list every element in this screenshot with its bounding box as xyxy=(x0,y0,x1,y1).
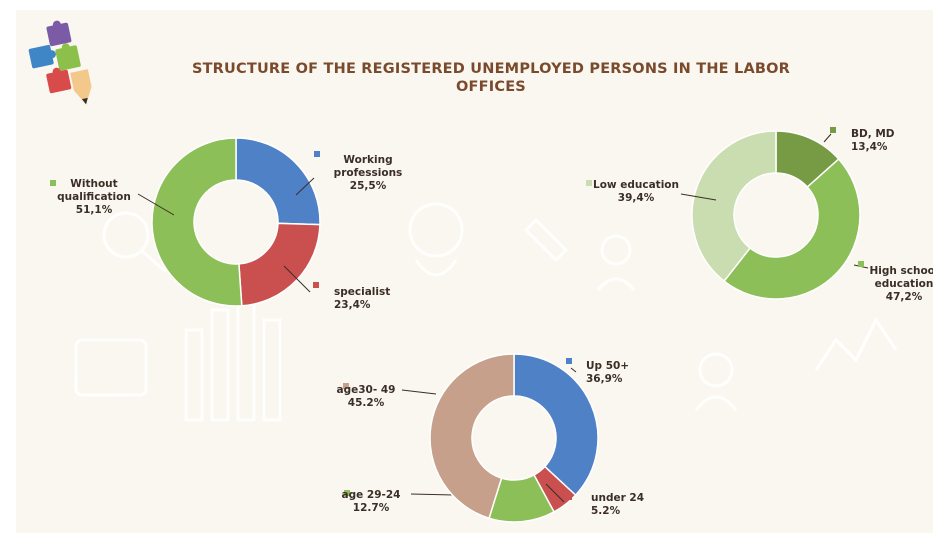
label-line: 36,9% xyxy=(586,373,623,385)
label-high-school-education: High school education 47,2% xyxy=(869,265,933,303)
donut-chart-3: Up 50+ 36,9%under 24 5.2%age 29-24 12.7%age… xyxy=(337,353,644,523)
label-line: age30- 49 xyxy=(337,384,396,396)
legend-swatch-specialist xyxy=(313,282,319,288)
chart-title: STRUCTURE OF THE REGISTERED UNEMPLOYED P… xyxy=(166,60,816,96)
leader-line-specialist xyxy=(283,265,311,293)
label-line: 12.7% xyxy=(353,502,390,514)
label-line: 45.2% xyxy=(348,397,385,409)
donut-chart-1: Working professions 25,5% specialist 23,4% Wi… xyxy=(50,137,403,311)
leader-line-age30-49 xyxy=(401,389,437,395)
leader-line-low-education xyxy=(680,193,717,201)
label-line: Working xyxy=(343,154,392,166)
legend-swatch-high-school-education xyxy=(858,261,864,267)
slide: STRUCTURE OF THE REGISTERED UNEMPLOYED P… xyxy=(16,10,933,533)
slice-specialist xyxy=(238,222,321,307)
legend-swatch-up-50 xyxy=(566,358,572,364)
legend-swatch-without-qualification xyxy=(50,180,56,186)
leader-line-working-professions xyxy=(295,177,315,196)
legend-swatch-bd-md xyxy=(830,127,836,133)
slice-working-professions xyxy=(235,137,321,226)
label-line: age 29-24 xyxy=(342,489,401,501)
slice-low-education xyxy=(691,130,777,283)
label-specialist: specialist 23,4% xyxy=(334,286,390,311)
puzzle-pencil-icon xyxy=(28,20,92,105)
label-line: Up 50+ xyxy=(586,360,629,372)
slice-up-50 xyxy=(513,353,599,497)
title-line-1: STRUCTURE OF THE REGISTERED UNEMPLOYED P… xyxy=(191,61,791,77)
label-line: 5.2% xyxy=(591,505,621,517)
slice-high-school-education xyxy=(723,157,861,300)
label-up-50: Up 50+ 36,9% xyxy=(586,360,629,385)
label-line: Without xyxy=(70,178,117,190)
label-line: BD, MD xyxy=(851,128,895,140)
label-line: 39,4% xyxy=(618,192,655,204)
label-line: education xyxy=(875,278,933,290)
label-low-education: Low education 39,4% xyxy=(593,179,679,204)
label-working-professions: Working professions 25,5% xyxy=(334,154,403,192)
donut-charts: Working professions 25,5% specialist 23,4% Wi… xyxy=(50,127,933,523)
legend-swatch-under-24 xyxy=(566,494,572,500)
label-line: under 24 xyxy=(591,492,644,504)
label-line: 47,2% xyxy=(886,291,923,303)
legend-swatch-age30-49 xyxy=(343,383,349,389)
label-line: 23,4% xyxy=(334,299,371,311)
label-line: qualification xyxy=(57,191,131,203)
leader-line-under-24 xyxy=(545,483,565,503)
legend-swatch-low-education xyxy=(586,180,592,186)
background-decoration xyxy=(74,202,898,422)
donut-chart-2: BD, MD 13,4% High school education 47,2% Low … xyxy=(586,127,933,303)
legend-swatch-working-professions xyxy=(314,151,320,157)
label-age30-49: age30- 49 45.2% xyxy=(337,384,396,409)
label-without-qualification: Without qualification 51,1% xyxy=(57,178,131,216)
label-line: 13,4% xyxy=(851,141,888,153)
label-line: 51,1% xyxy=(76,204,113,216)
label-line: Low education xyxy=(593,179,679,191)
label-line: High school xyxy=(869,265,933,277)
leader-line-bd-md xyxy=(823,133,832,143)
slice-age30-49 xyxy=(429,353,515,520)
leader-line-without-qualification xyxy=(137,193,175,216)
label-age-29-24: age 29-24 12.7% xyxy=(342,489,401,514)
label-line: specialist xyxy=(334,286,390,298)
leader-line-up-50 xyxy=(570,367,577,373)
label-bd-md: BD, MD 13,4% xyxy=(851,128,895,153)
legend-swatch-age-29-24 xyxy=(344,490,350,496)
label-line: professions xyxy=(334,167,403,179)
label-line: 25,5% xyxy=(350,180,387,192)
title-line-2: OFFICES xyxy=(456,79,526,95)
slice-without-qualification xyxy=(151,137,243,307)
label-under-24: under 24 5.2% xyxy=(591,492,644,517)
